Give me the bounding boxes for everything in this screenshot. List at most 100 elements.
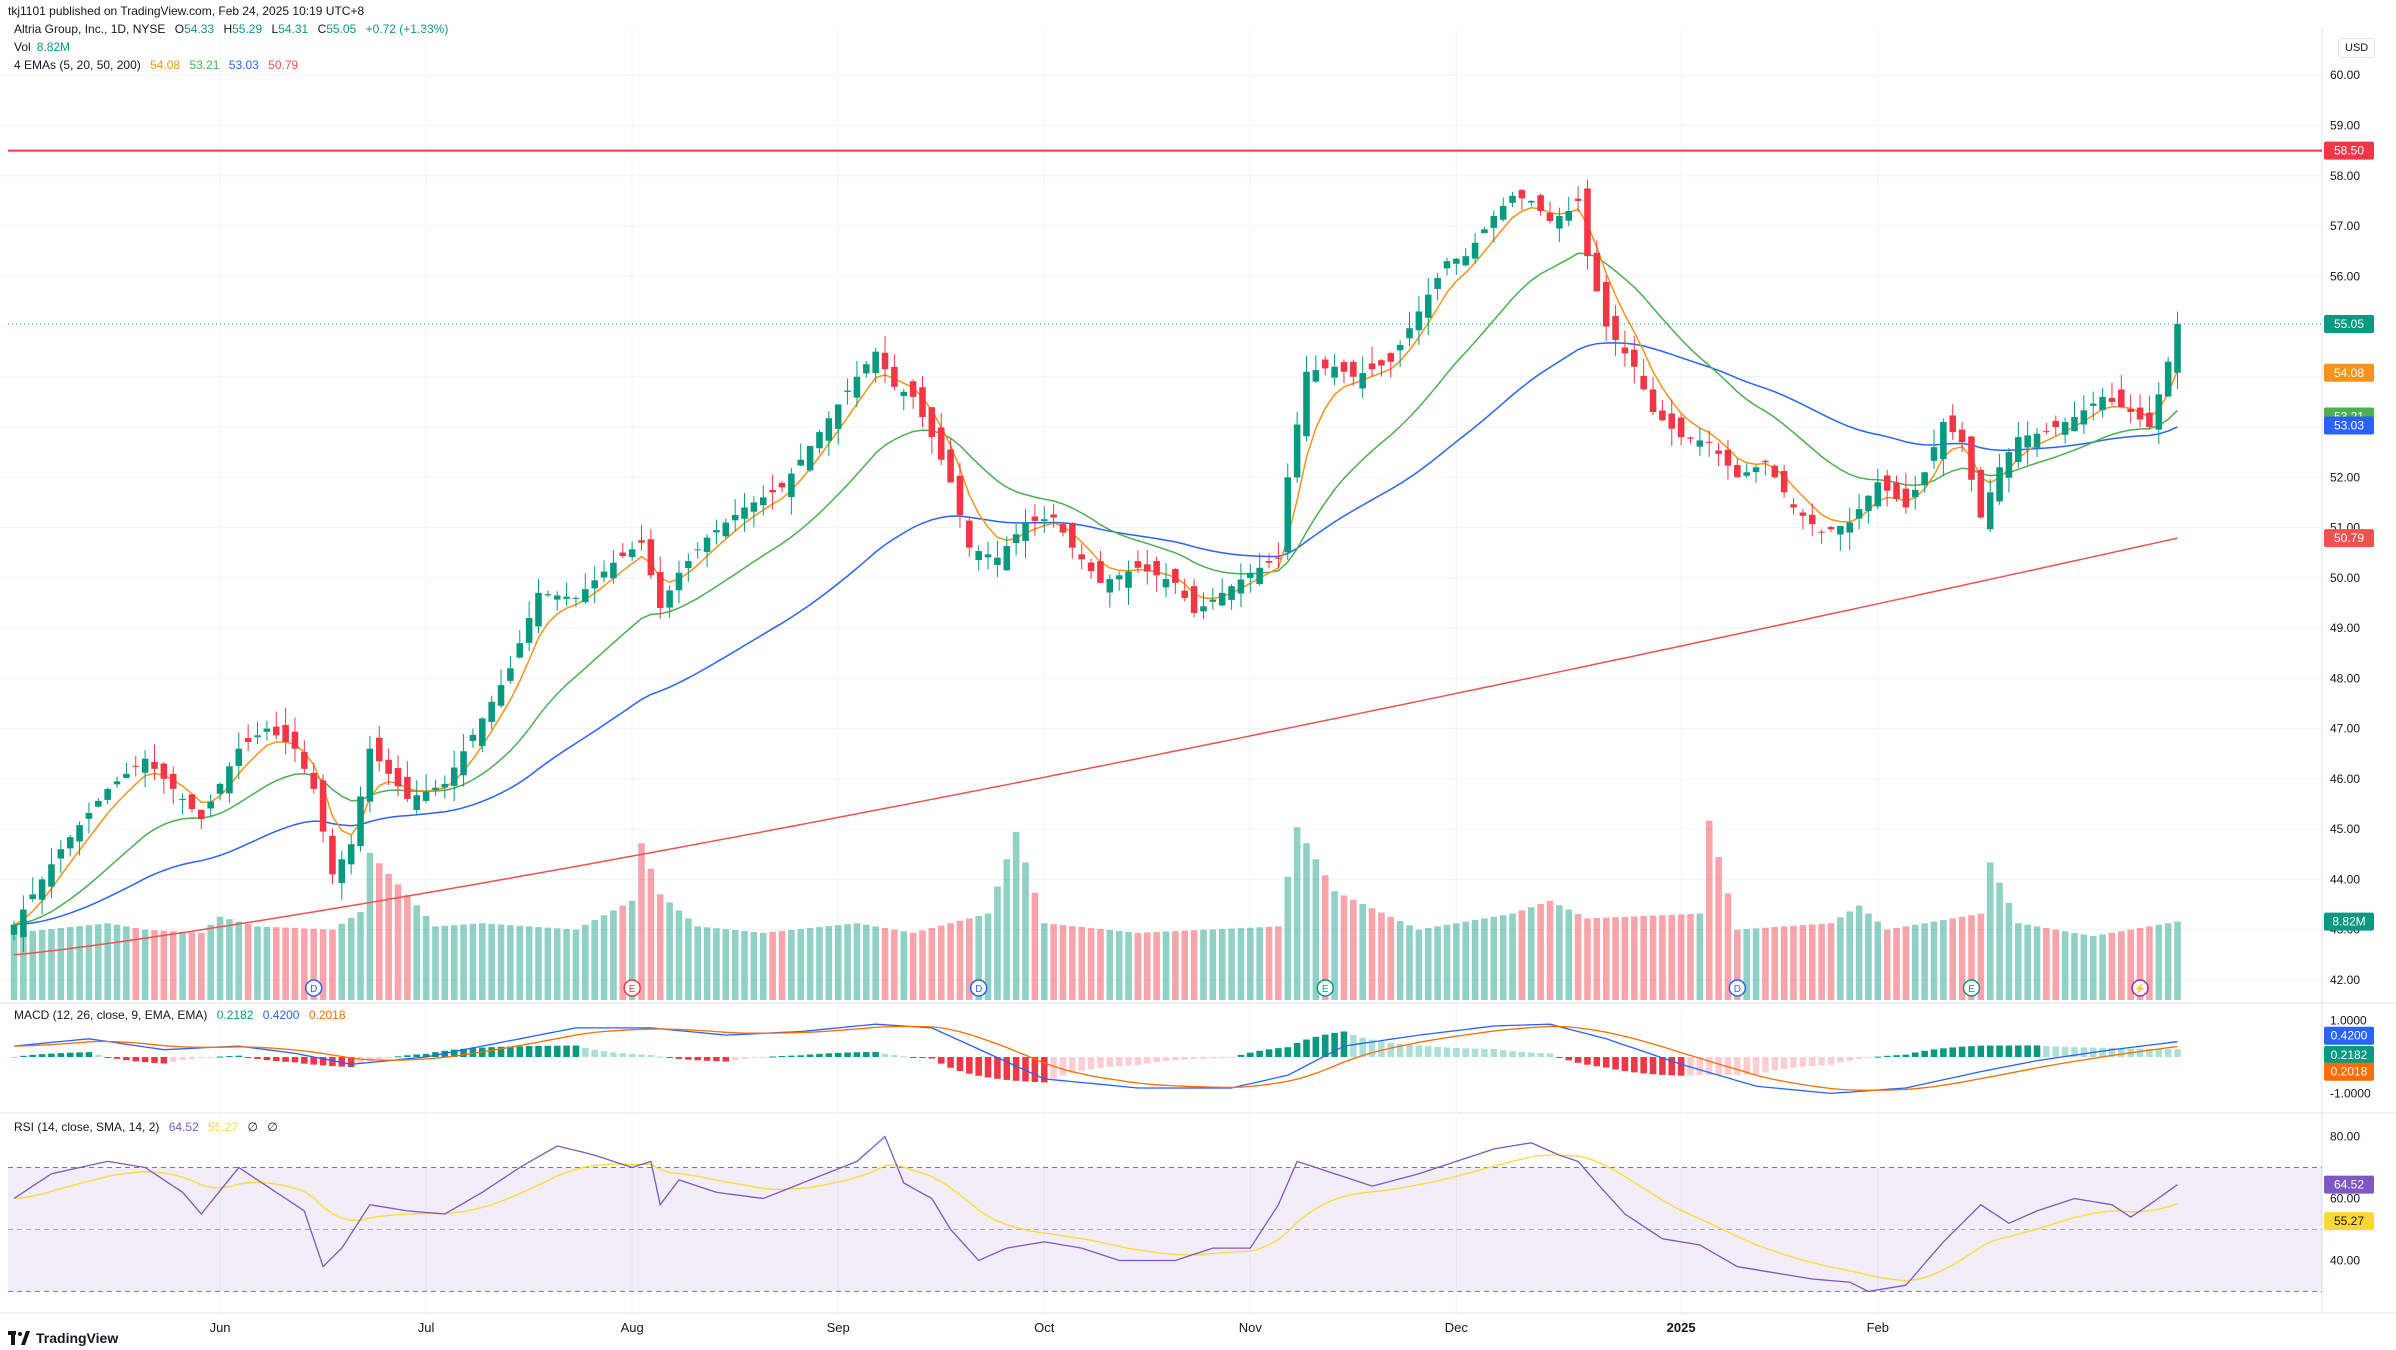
macd-legend[interactable]: MACD (12, 26, close, 9, EMA, EMA) 0.2182… <box>14 1008 352 1022</box>
candle-body <box>966 520 973 548</box>
volume-bar <box>1172 931 1179 1000</box>
macd-histogram-bar <box>1771 1057 1779 1071</box>
candle-body <box>1200 606 1207 612</box>
volume-value: 8.82M <box>36 40 71 54</box>
macd-histogram-bar <box>188 1057 196 1059</box>
ema-label: 4 EMAs (5, 20, 50, 200) <box>14 58 141 72</box>
macd-histogram-bar <box>1162 1057 1170 1062</box>
volume-bar <box>1724 893 1732 1000</box>
candle-body <box>104 788 111 800</box>
candle-body <box>685 561 692 569</box>
macd-signal-price-label: 0.2018 <box>2331 1065 2368 1079</box>
candle-body <box>216 783 224 794</box>
candle-body <box>863 364 870 374</box>
candle-body <box>1518 189 1526 199</box>
volume-bar <box>1715 857 1722 1000</box>
candle-body <box>450 767 458 786</box>
candle-body <box>38 879 46 900</box>
candle-body <box>919 387 926 417</box>
volume-bar <box>1462 921 1469 1000</box>
candle-body <box>1237 579 1245 594</box>
rsi-tick-label: 60.00 <box>2330 1192 2360 1206</box>
candle-body <box>1612 316 1619 340</box>
candle-body <box>750 502 758 512</box>
macd-histogram-bar <box>1762 1057 1769 1073</box>
macd-histogram-bar <box>1022 1057 1029 1082</box>
event-marker-dividend <box>304 979 323 997</box>
macd-histogram-bar <box>1808 1057 1816 1066</box>
event-marker-label: ⚡ <box>2134 982 2146 995</box>
volume-bar <box>713 928 720 1000</box>
candle-body <box>1949 415 1957 433</box>
macd-histogram-bar <box>1115 1057 1123 1067</box>
rsi-legend[interactable]: RSI (14, close, SMA, 14, 2) 64.52 55.27 … <box>14 1120 284 1134</box>
volume-bar <box>2015 923 2022 1000</box>
macd-histogram-bar <box>909 1057 917 1058</box>
candle-body <box>647 539 655 576</box>
ema5-value: 54.08 <box>150 58 181 72</box>
macd-histogram-bar <box>1040 1057 1048 1083</box>
candle-body <box>769 490 776 493</box>
macd-histogram-bar <box>263 1057 271 1061</box>
macd-histogram-bar <box>244 1057 252 1058</box>
volume-bar <box>366 852 374 1000</box>
volume-bar <box>1837 917 1844 1000</box>
macd-histogram-bar <box>834 1052 842 1057</box>
candle-body <box>2052 420 2060 428</box>
macd-histogram-bar <box>1949 1047 1957 1057</box>
ema5-price-label-tag <box>2324 363 2374 382</box>
candle-body <box>404 776 411 799</box>
macd-histogram-bar <box>703 1057 711 1061</box>
candle-body <box>1696 440 1704 447</box>
candle-body <box>956 475 964 515</box>
candle-body <box>1968 436 1975 480</box>
candle-body <box>1115 575 1123 580</box>
y-tick-label: 60.00 <box>2330 68 2360 82</box>
candle-body <box>525 618 533 643</box>
legend-symbol[interactable]: Altria Group, Inc., 1D, NYSE <box>14 22 166 36</box>
macd-histogram-bar <box>647 1055 655 1057</box>
volume-bar <box>469 923 477 1000</box>
tradingview-brand[interactable]: TradingView <box>8 1330 118 1346</box>
macd-histogram-bar <box>741 1057 748 1059</box>
candle-body <box>1911 489 1919 498</box>
candle-body <box>872 351 879 374</box>
volume-bar <box>1518 910 1526 1000</box>
candle-body <box>853 376 861 398</box>
macd-label: MACD (12, 26, close, 9, EMA, EMA) <box>14 1008 208 1022</box>
volume-bar <box>479 923 486 1000</box>
main-legend[interactable]: Altria Group, Inc., 1D, NYSE O54.33 H55.… <box>14 22 454 36</box>
macd-histogram-bar <box>169 1057 177 1062</box>
volume-bar <box>1537 904 1544 1000</box>
candle-body <box>291 731 299 749</box>
volume-bar <box>1069 926 1076 1000</box>
macd-histogram-bar <box>2155 1049 2163 1057</box>
macd-histogram-bar <box>76 1052 83 1057</box>
volume-bar <box>198 932 205 1000</box>
candle-body <box>694 549 701 551</box>
macd-histogram-bar <box>1350 1034 1357 1057</box>
volume-legend[interactable]: Vol 8.82M <box>14 40 76 54</box>
volume-bar <box>1509 913 1516 1000</box>
macd-histogram-bar <box>1874 1056 1882 1058</box>
ema50-value: 53.03 <box>228 58 259 72</box>
macd-histogram-bar <box>1527 1052 1535 1057</box>
volume-bar <box>535 927 542 1000</box>
macd-histogram-bar <box>113 1057 121 1059</box>
volume-bar <box>375 863 383 1000</box>
y-tick-label: 52.00 <box>2330 470 2360 484</box>
candle-body <box>1443 261 1451 269</box>
volume-bar <box>422 915 430 1000</box>
volume-bar <box>1930 921 1938 1000</box>
volume-bar <box>703 927 711 1000</box>
macd-histogram-bar <box>619 1053 627 1057</box>
ema200-price-label-tag <box>2324 529 2374 548</box>
ema-legend[interactable]: 4 EMAs (5, 20, 50, 200) 54.08 53.21 53.0… <box>14 58 304 72</box>
volume-bar <box>1303 843 1310 1000</box>
volume-bar <box>1949 918 1957 1000</box>
candle-body <box>1659 410 1666 421</box>
candle-body <box>1247 572 1254 578</box>
y-tick-label: 50.00 <box>2330 571 2360 585</box>
currency-button[interactable]: USD <box>2338 38 2376 58</box>
